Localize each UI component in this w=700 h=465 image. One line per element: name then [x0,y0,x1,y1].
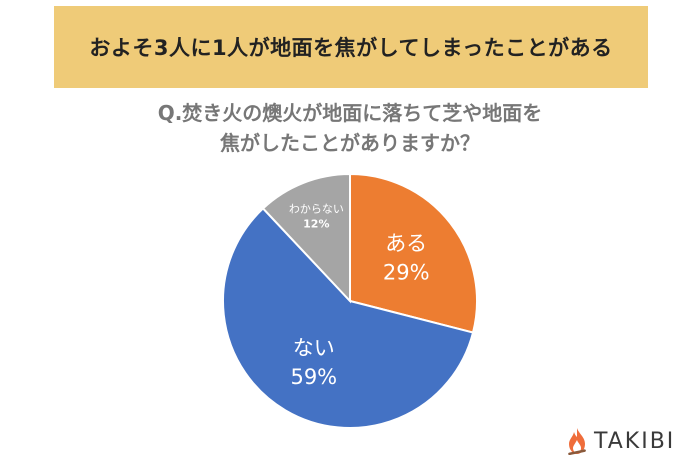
pie-label-1: ない [293,336,335,360]
pie-chart: ある 29% ない 59% わからない 12% [222,172,478,429]
pie-label-2: わからない [289,202,344,215]
pie-slice-2 [261,172,351,304]
pie-slice-0 [349,172,478,334]
flame-icon [568,428,586,455]
pie-slice-1 [222,207,475,429]
pie-value-label-0: 29% [383,260,430,284]
brand-logo: TAKIBI [566,424,690,458]
brand-name: TAKIBI [594,428,676,454]
pie-value-label-2: 12% [303,217,329,230]
pie-value-label-1: 59% [290,365,337,389]
question-line-1: Q.焚き火の燠火が地面に落ちて芝や地面を [157,101,543,125]
page-title: およそ3人に1人が地面を焦がしてしまったことがある [89,36,613,60]
header-banner: およそ3人に1人が地面を焦がしてしまったことがある [54,6,648,88]
question-text: Q.焚き火の燠火が地面に落ちて芝や地面を 焦がしたことがありますか？ [0,98,700,158]
pie-label-0: ある [385,231,427,255]
question-line-2: 焦がしたことがありますか？ [220,131,480,155]
